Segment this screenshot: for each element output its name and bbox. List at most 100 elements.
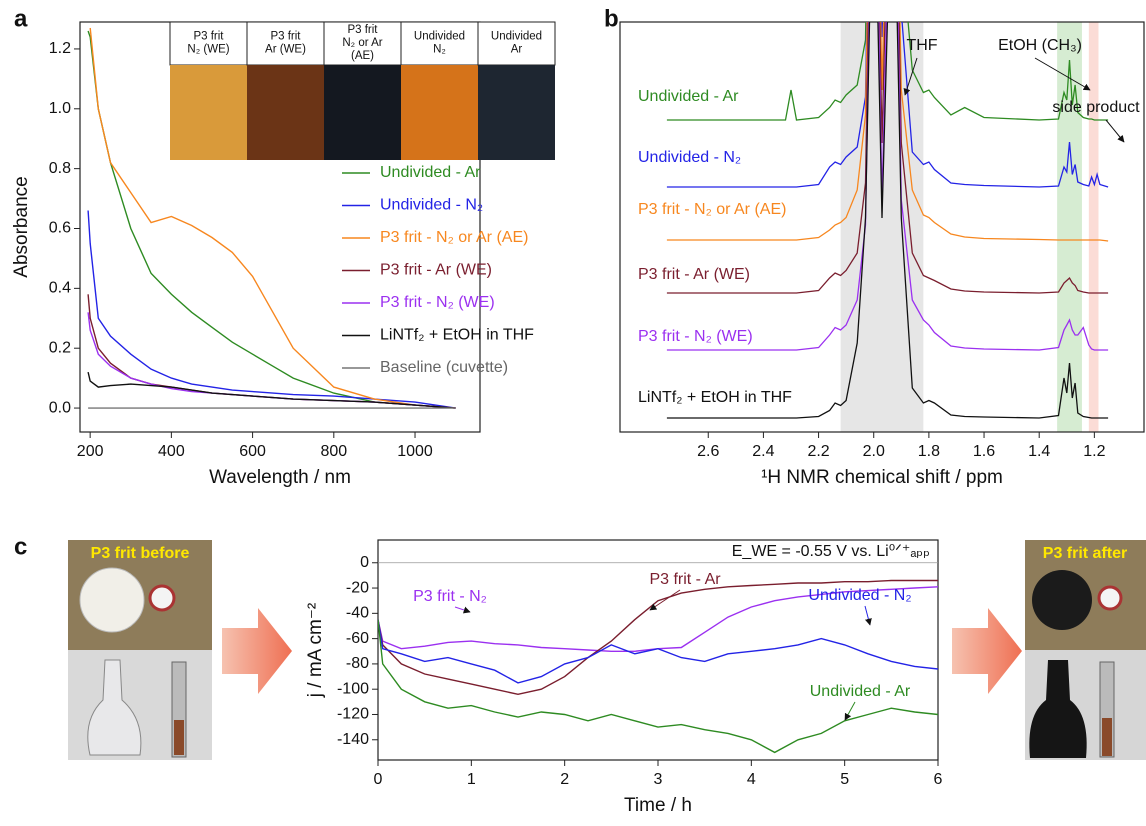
photo-detail (1102, 718, 1112, 756)
series-label: Undivided - Ar (810, 683, 911, 700)
inset-label: N₂ or Ar (342, 37, 382, 49)
x-tick-label: 2.4 (752, 443, 774, 460)
series-label: P3 frit - N₂ or Ar (AE) (638, 201, 786, 218)
series-label: P3 frit - N₂ (413, 588, 487, 605)
y-axis-title: Absorbance (11, 176, 32, 277)
inset-label: Undivided (414, 31, 465, 43)
inset-label: Undivided (491, 31, 542, 43)
annotation: EtOH (CH₃) (998, 37, 1082, 54)
spectrum (666, 22, 1109, 419)
y-tick-label: -100 (337, 680, 369, 697)
inset-photo (247, 65, 324, 160)
inset-label: Ar (WE) (265, 44, 306, 56)
annotation-arrow (1034, 57, 1091, 91)
x-tick-label: 2.0 (863, 443, 885, 460)
inset-label: N₂ (433, 44, 446, 56)
spectrum (666, 22, 1109, 294)
x-tick-label: 5 (840, 771, 849, 788)
spectrum (666, 22, 1109, 351)
plot-area (378, 579, 938, 754)
label-arrow (649, 589, 681, 611)
x-tick-label: 2.2 (807, 443, 829, 460)
label-arrow (454, 606, 471, 614)
photo-label: P3 frit before (91, 545, 190, 562)
y-tick-label: -20 (346, 579, 369, 596)
inset-header (400, 21, 479, 66)
x-tick-label: 2 (560, 771, 569, 788)
data-line (378, 586, 938, 652)
y-axis-title: j / mA cm⁻² (305, 603, 326, 698)
x-tick-label: 2.6 (697, 443, 719, 460)
y-tick-label: 0.2 (49, 339, 71, 356)
plot-area (666, 22, 1109, 419)
x-tick-label: 1 (467, 771, 476, 788)
photo-detail (174, 720, 184, 755)
photo-label: P3 frit after (1043, 545, 1127, 562)
data-line (87, 210, 456, 409)
series-label: Undivided - Ar (638, 88, 739, 105)
x-tick-label: 800 (320, 443, 347, 460)
x-tick-label: 1.4 (1028, 443, 1050, 460)
photo-detail (1029, 660, 1087, 758)
inset-label: P3 frit (193, 31, 224, 43)
annotation-arrow (1105, 119, 1125, 143)
data-line (378, 619, 938, 754)
x-tick-label: 0 (374, 771, 383, 788)
arrow (952, 608, 1022, 694)
shaded-region (1088, 22, 1099, 432)
inset-label: N₂ (WE) (187, 44, 229, 56)
series-label: P3 frit - N₂ (WE) (638, 328, 753, 345)
y-tick-label: 0 (360, 554, 369, 571)
series-label: LiNTf₂ + EtOH in THF (638, 389, 792, 406)
legend-label: LiNTf₂ + EtOH in THF (380, 327, 534, 344)
plot-area (87, 27, 456, 409)
photo-detail (79, 567, 145, 633)
y-tick-label: -40 (346, 605, 369, 622)
x-tick-label: 1.8 (918, 443, 940, 460)
photo-detail (87, 659, 142, 756)
label-arrow (844, 701, 856, 721)
annotation: E_WE = -0.55 V vs. Li⁰ᐟ⁺ₐₚₚ (732, 543, 930, 560)
x-tick-label: 6 (934, 771, 943, 788)
legend-label: P3 frit - N₂ or Ar (AE) (380, 229, 528, 246)
inset-photo (401, 65, 478, 160)
inset-photo (324, 65, 401, 160)
annotation: THF (906, 37, 937, 54)
inset-label: P3 frit (270, 31, 301, 43)
series-label: P3 frit - Ar (649, 571, 721, 588)
annotation-arrow (903, 57, 918, 96)
x-tick-label: 1.6 (973, 443, 995, 460)
data-line (378, 619, 938, 684)
spectrum (666, 22, 1109, 121)
arrow (222, 608, 292, 694)
data-line (378, 579, 938, 696)
x-axis-title: Time / h (624, 795, 692, 816)
panel-label: c (14, 533, 27, 560)
inset-header (323, 21, 402, 66)
y-tick-label: 1.0 (49, 100, 71, 117)
legend-label: Baseline (cuvette) (380, 359, 508, 376)
data-line (87, 371, 456, 409)
inset-header (246, 21, 325, 66)
series-label: Undivided - N₂ (808, 587, 911, 604)
annotation: side product (1052, 99, 1140, 116)
y-tick-label: -60 (346, 630, 369, 647)
inset-label: P3 frit (347, 24, 378, 36)
x-axis-title: ¹H NMR chemical shift / ppm (761, 467, 1003, 488)
inset-photo (478, 65, 555, 160)
y-tick-label: 1.2 (49, 40, 71, 57)
photo-detail (148, 584, 176, 612)
y-tick-label: 0.8 (49, 160, 71, 177)
inset-label: Ar (511, 44, 523, 56)
photo-detail (1032, 570, 1092, 630)
spectrum (666, 22, 1109, 242)
legend-label: P3 frit - Ar (WE) (380, 262, 492, 279)
y-tick-label: -120 (337, 706, 369, 723)
x-tick-label: 400 (158, 443, 185, 460)
y-tick-label: 0.4 (49, 280, 71, 297)
panel-label: a (14, 5, 28, 32)
label-arrow (864, 605, 872, 626)
y-tick-label: -140 (337, 731, 369, 748)
y-tick-label: 0.6 (49, 220, 71, 237)
